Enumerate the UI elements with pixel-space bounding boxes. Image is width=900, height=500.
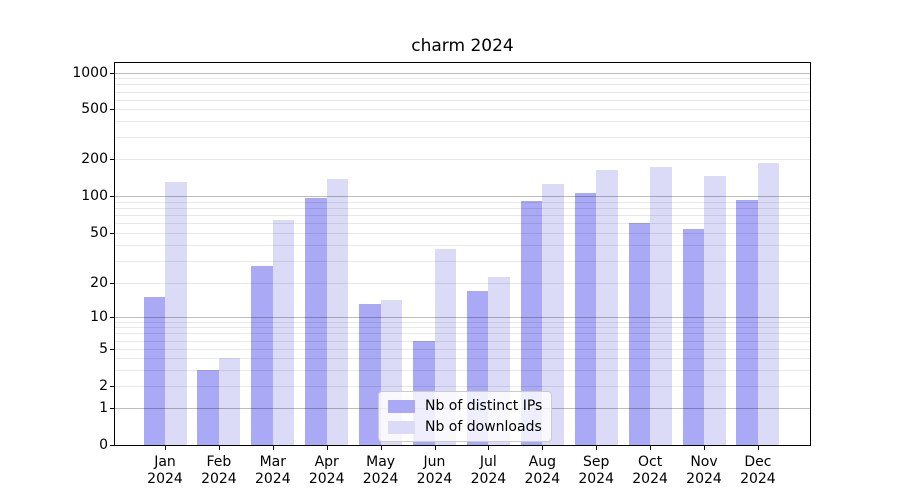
y-tick-label-2: 2 [99,378,108,394]
legend-entry-downloads: Nb of downloads [388,419,542,435]
y-tick-label-500: 500 [81,101,108,118]
y-tick-10 [110,316,114,318]
y-tick-500 [110,109,114,111]
x-tick-jun-2024 [434,446,436,450]
x-tick-apr-2024 [326,446,328,450]
bar-distinct-ips-apr-2024 [305,198,327,445]
x-tick-jan-2024 [165,446,166,450]
y-tick-20 [110,282,114,284]
legend-swatch-downloads [388,420,415,434]
y-tick-label-5: 5 [99,341,108,358]
bar-distinct-ips-may-2024 [359,303,381,445]
x-tick-label-aug-2024: Aug 2024 [524,454,561,487]
gridline-minor-300 [115,137,810,139]
y-tick-label-1: 1 [99,400,108,417]
legend-entry-distinct-ips: Nb of distinct IPs [388,398,542,414]
x-tick-label-mar-2024: Mar 2024 [254,454,291,487]
y-tick-0 [110,445,114,446]
bar-downloads-oct-2024 [650,167,672,445]
gridline-minor-200 [115,159,810,161]
x-tick-label-oct-2024: Oct 2024 [632,454,668,487]
y-tick-1000 [110,72,114,74]
bar-downloads-jan-2024 [165,182,187,445]
x-tick-label-dec-2024: Dec 2024 [740,454,776,487]
bar-distinct-ips-oct-2024 [628,223,651,445]
bar-downloads-sep-2024 [596,170,618,445]
x-tick-label-jun-2024: Jun 2024 [416,454,453,487]
bar-downloads-aug-2024 [542,184,564,445]
bar-distinct-ips-mar-2024 [251,266,273,445]
plot-area: Nb of distinct IPs Nb of downloads 0 1 2 5 1… [72,62,811,487]
y-tick-50 [110,232,114,234]
y-tick-200 [110,159,114,161]
x-tick-oct-2024 [650,446,652,450]
bar-downloads-apr-2024 [326,179,349,445]
x-tick-label-jan-2024: Jan 2024 [147,454,183,487]
bar-distinct-ips-aug-2024 [520,200,543,445]
legend: Nb of distinct IPs Nb of downloads [378,391,553,442]
bar-distinct-ips-jan-2024 [143,296,165,445]
y-tick-label-50: 50 [90,224,108,241]
y-tick-5 [110,349,114,351]
x-tick-may-2024 [380,446,382,450]
x-tick-nov-2024 [704,446,705,450]
y-tick-label-10: 10 [90,308,108,325]
x-tick-aug-2024 [542,446,544,450]
x-tick-feb-2024 [218,446,220,450]
x-tick-dec-2024 [757,446,759,450]
legend-label-distinct-ips: Nb of distinct IPs [425,398,543,414]
legend-swatch-distinct-ips [388,399,415,413]
y-tick-label-100: 100 [81,188,108,204]
gridline-minor-800 [115,84,810,86]
y-tick-100 [110,196,114,197]
x-tick-label-sep-2024: Sep 2024 [578,454,615,487]
bar-downloads-dec-2024 [757,162,780,445]
y-tick-label-20: 20 [90,274,108,291]
chart-title: charm 2024 [411,36,514,56]
bar-distinct-ips-dec-2024 [736,199,758,445]
x-tick-label-apr-2024: Apr 2024 [308,454,345,487]
bar-distinct-ips-sep-2024 [574,193,597,445]
gridline-minor-700 [115,91,810,93]
x-tick-sep-2024 [596,446,598,450]
bar-distinct-ips-nov-2024 [682,228,704,445]
x-tick-label-nov-2024: Nov 2024 [686,454,722,487]
x-tick-jul-2024 [488,446,490,450]
y-tick-label-1000: 1000 [72,64,108,81]
x-tick-label-may-2024: May 2024 [362,454,399,487]
gridline-minor-400 [115,121,810,123]
y-tick-1 [110,408,114,410]
y-tick-label-0: 0 [99,437,108,453]
gridline-minor-600 [115,99,810,101]
x-tick-mar-2024 [272,446,274,450]
y-tick-label-200: 200 [81,151,108,168]
x-tick-label-jul-2024: Jul 2024 [470,454,507,487]
bar-downloads-nov-2024 [704,175,726,445]
bar-distinct-ips-feb-2024 [197,369,219,445]
bar-downloads-mar-2024 [272,220,295,445]
legend-label-downloads: Nb of downloads [425,419,542,435]
bar-downloads-feb-2024 [218,358,241,445]
gridline-minor-900 [115,78,810,80]
y-tick-2 [110,386,114,387]
x-tick-label-feb-2024: Feb 2024 [201,454,237,487]
gridline-major-1000 [115,72,810,74]
gridline-minor-500 [115,109,810,111]
